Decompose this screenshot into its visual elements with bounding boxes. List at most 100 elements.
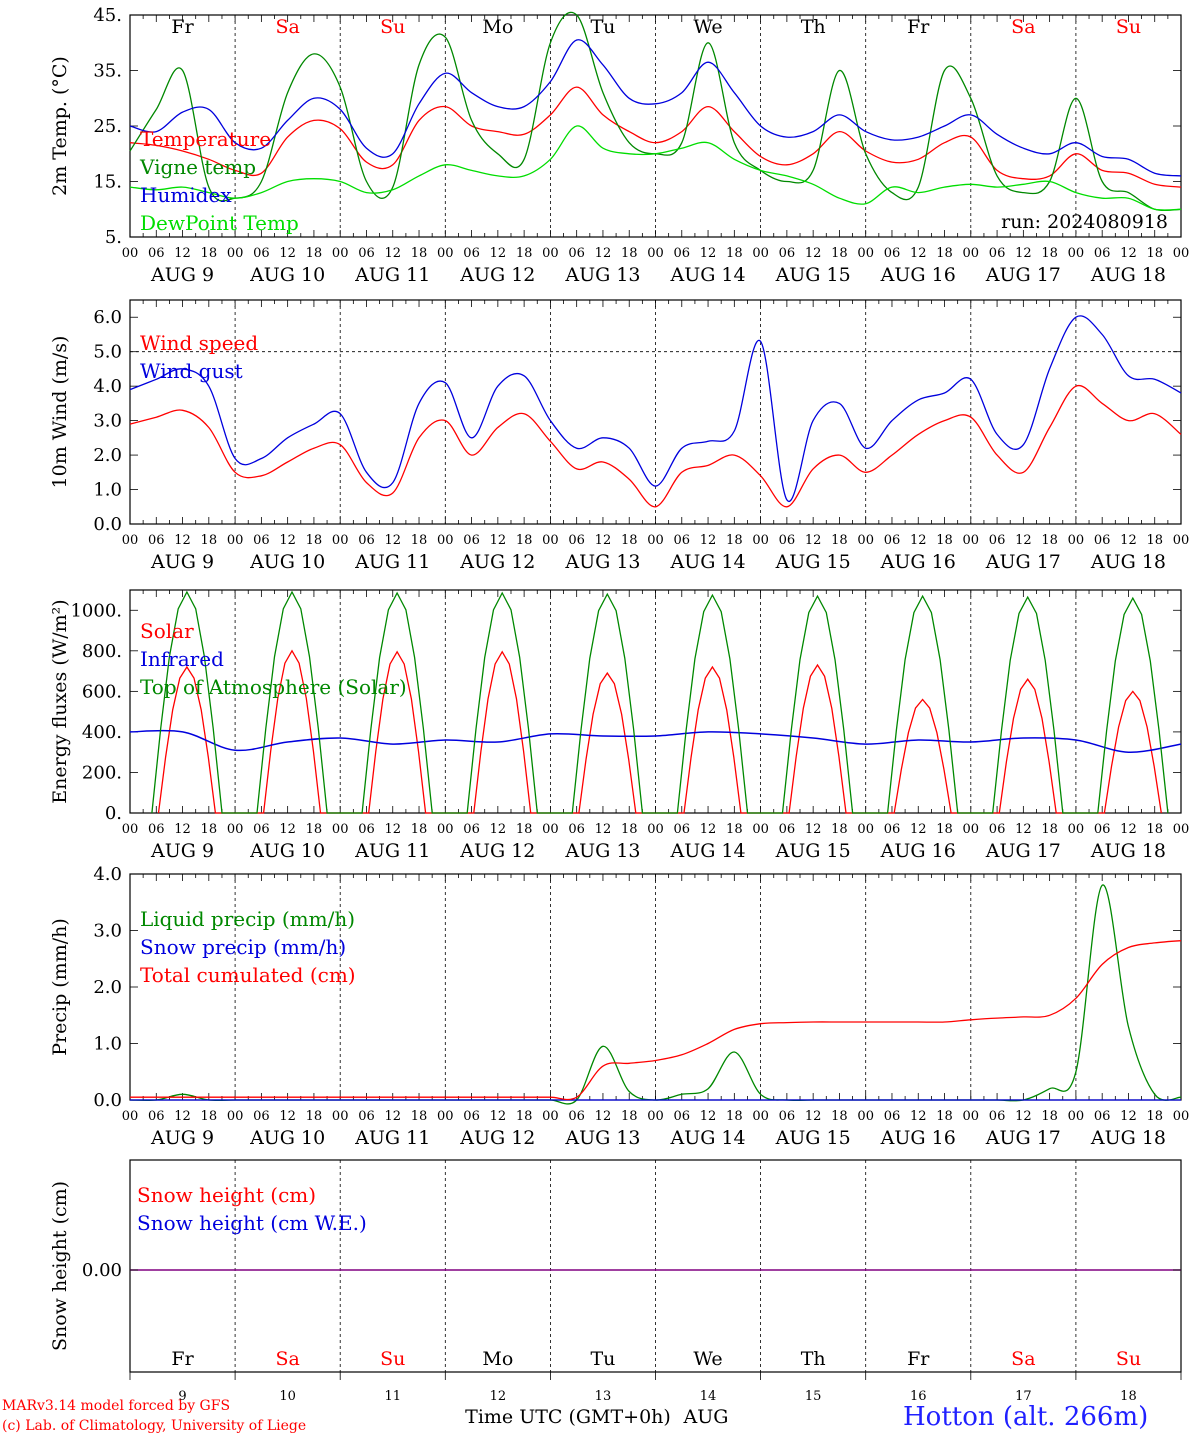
hour-tick-label: 12 <box>279 822 296 837</box>
hour-tick-label: 00 <box>647 533 664 548</box>
y-tick-label: 15. <box>93 172 122 193</box>
date-label: AUG 12 <box>459 840 535 862</box>
hour-tick-label: 00 <box>647 1109 664 1124</box>
legend-entry: Wind speed <box>140 331 258 355</box>
hour-tick-label: 06 <box>1094 1109 1111 1124</box>
weekday-label: Fr <box>907 16 930 38</box>
hour-tick-label: 06 <box>674 822 691 837</box>
date-label: AUG 11 <box>354 840 430 862</box>
date-label: AUG 17 <box>985 551 1061 573</box>
hour-tick-label: 18 <box>621 533 638 548</box>
weekday-label: Mo <box>482 1348 513 1370</box>
hour-tick-label: 12 <box>700 822 717 837</box>
date-label: AUG 10 <box>249 1127 325 1149</box>
series-line-wind-speed <box>129 384 1182 508</box>
legend-entry: Snow precip (mm/h) <box>140 935 346 959</box>
y-tick-label: 800. <box>82 641 122 662</box>
hour-tick-label: 06 <box>358 246 375 261</box>
date-label: AUG 11 <box>354 551 430 573</box>
hour-tick-label: 06 <box>779 533 796 548</box>
hour-tick-label: 00 <box>752 1109 769 1124</box>
hour-tick-label: 12 <box>1015 533 1032 548</box>
hour-tick-label: 00 <box>1068 246 1085 261</box>
hour-tick-label: 06 <box>674 246 691 261</box>
hour-tick-label: 18 <box>306 246 323 261</box>
hour-tick-label: 18 <box>516 822 533 837</box>
hour-tick-label: 00 <box>227 246 244 261</box>
hour-tick-label: 00 <box>1173 246 1190 261</box>
day-number-label: 18 <box>1120 1389 1137 1404</box>
hour-tick-label: 06 <box>989 533 1006 548</box>
hour-tick-label: 18 <box>306 1109 323 1124</box>
hour-tick-label: 00 <box>542 533 559 548</box>
hour-tick-label: 18 <box>411 246 428 261</box>
hour-tick-label: 00 <box>963 246 980 261</box>
hour-tick-label: 12 <box>700 1109 717 1124</box>
date-label: AUG 13 <box>564 1127 640 1149</box>
y-tick-label: 5. <box>105 227 122 248</box>
hour-tick-label: 06 <box>148 246 165 261</box>
day-number-label: 13 <box>595 1389 612 1404</box>
hour-tick-label: 12 <box>490 246 507 261</box>
hour-tick-label: 18 <box>411 822 428 837</box>
y-axis-label: Precip (mm/h) <box>49 918 71 1056</box>
panel-2: 00 06 12 18 00 06 12 18 00 06 12 18 00 06 12 18 00 06 12 18… <box>49 589 1189 862</box>
hour-tick-label: 18 <box>1146 1109 1163 1124</box>
hour-tick-label: 12 <box>700 246 717 261</box>
day-number-label: 10 <box>279 1389 296 1404</box>
hour-tick-label: 00 <box>332 1109 349 1124</box>
hour-tick-label: 12 <box>595 1109 612 1124</box>
hour-tick-label: 18 <box>201 533 218 548</box>
hour-tick-label: 00 <box>542 822 559 837</box>
hour-tick-label: 12 <box>174 822 191 837</box>
weekday-label: Su <box>1116 1348 1141 1370</box>
weekday-label: Th <box>801 16 826 38</box>
hour-tick-label: 18 <box>831 246 848 261</box>
hour-tick-label: 18 <box>201 246 218 261</box>
date-label: AUG 12 <box>459 264 535 286</box>
hour-tick-label: 06 <box>884 822 901 837</box>
hour-tick-label: 06 <box>779 822 796 837</box>
lab-credit: (c) Lab. of Climatology, University of L… <box>2 1418 307 1434</box>
date-label: AUG 10 <box>249 840 325 862</box>
hour-tick-label: 06 <box>463 1109 480 1124</box>
plot-frame <box>129 299 1182 525</box>
weekday-label: Fr <box>171 16 194 38</box>
legend-entry: Total cumulated (cm) <box>140 963 356 987</box>
hour-tick-label: 12 <box>1120 822 1137 837</box>
hour-tick-label: 18 <box>516 1109 533 1124</box>
date-label: AUG 15 <box>775 551 851 573</box>
hour-tick-label: 18 <box>1041 246 1058 261</box>
hour-tick-label: 12 <box>1015 1109 1032 1124</box>
hour-tick-label: 06 <box>568 533 585 548</box>
hour-tick-label: 06 <box>884 533 901 548</box>
hour-tick-label: 00 <box>752 822 769 837</box>
y-tick-label: 4.0 <box>93 376 122 397</box>
hour-tick-label: 12 <box>805 533 822 548</box>
hour-tick-label: 00 <box>752 246 769 261</box>
model-credit: MARv3.14 model forced by GFS <box>2 1398 231 1414</box>
hour-tick-label: 06 <box>463 246 480 261</box>
weekday-label: Mo <box>482 16 513 38</box>
weekday-label: Sa <box>1011 1348 1035 1370</box>
date-label: AUG 18 <box>1090 264 1166 286</box>
weekday-label: Su <box>380 16 405 38</box>
y-tick-label: 35. <box>93 61 122 82</box>
hour-tick-label: 18 <box>306 533 323 548</box>
date-label: AUG 10 <box>249 264 325 286</box>
hour-tick-label: 12 <box>490 822 507 837</box>
hour-tick-label: 00 <box>332 822 349 837</box>
date-label: AUG 15 <box>775 840 851 862</box>
y-tick-label: 600. <box>82 681 122 702</box>
legend-entry: Wind gust <box>140 359 243 383</box>
hour-tick-label: 06 <box>463 533 480 548</box>
hour-tick-label: 00 <box>1173 533 1190 548</box>
hour-tick-label: 18 <box>201 822 218 837</box>
hour-tick-label: 18 <box>1041 533 1058 548</box>
weekday-label: Fr <box>171 1348 194 1370</box>
hour-tick-label: 06 <box>253 533 270 548</box>
weekday-label: Sa <box>275 1348 299 1370</box>
hour-tick-label: 00 <box>857 246 874 261</box>
hour-tick-label: 12 <box>910 822 927 837</box>
